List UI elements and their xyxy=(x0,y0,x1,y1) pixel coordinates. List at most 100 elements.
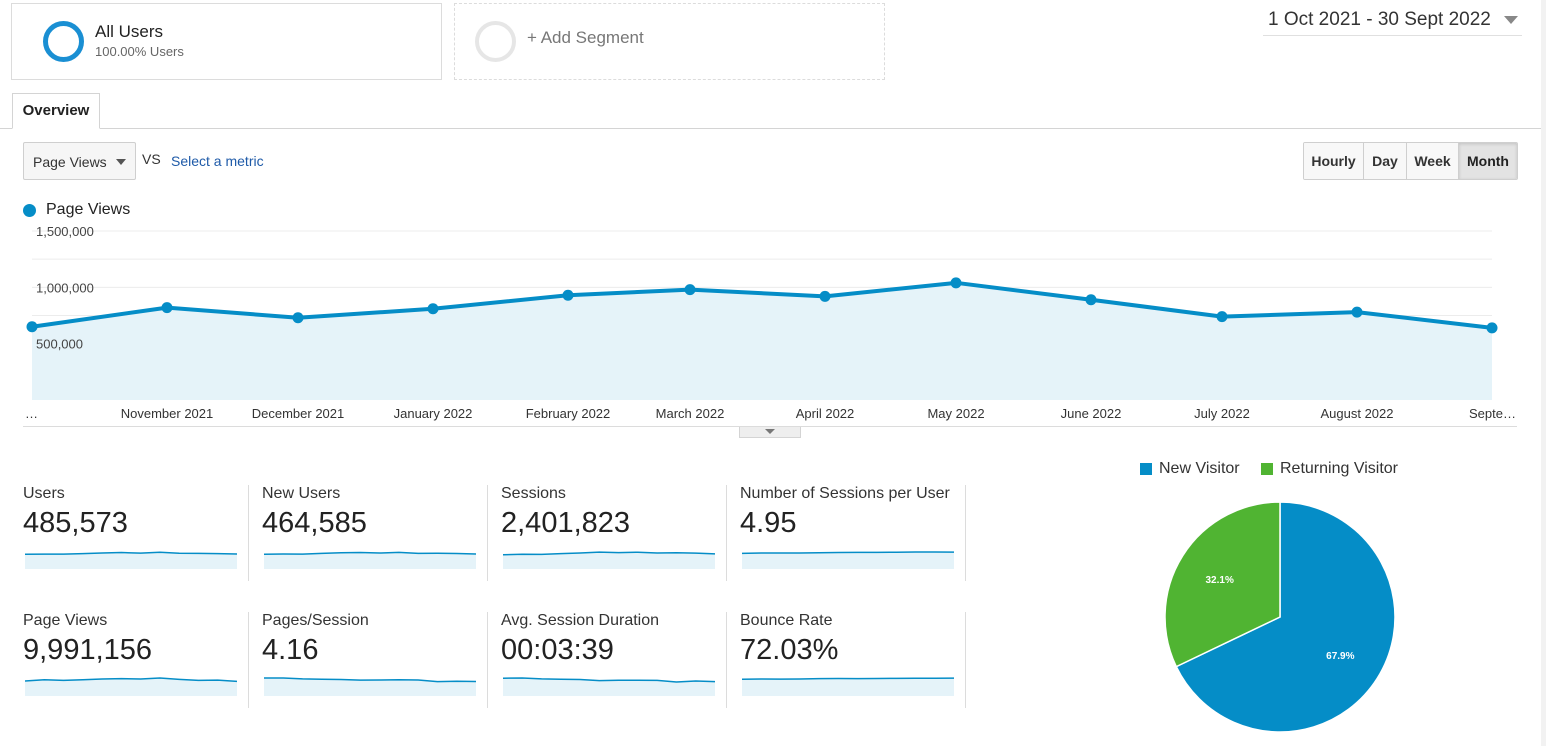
metric-tile[interactable]: Sessions 2,401,823 xyxy=(501,485,726,581)
tile-divider xyxy=(487,485,488,581)
x-tick-label: January 2022 xyxy=(394,406,473,421)
sparkline-line xyxy=(742,677,954,680)
data-point[interactable] xyxy=(1486,322,1498,334)
data-point[interactable] xyxy=(684,284,696,296)
granularity-toggle: Hourly Day Week Month xyxy=(1303,142,1518,180)
pie-legend-label: New Visitor xyxy=(1159,460,1240,477)
x-tick-label: April 2022 xyxy=(796,406,855,421)
data-point[interactable] xyxy=(1216,311,1228,323)
scrollbar-track[interactable] xyxy=(1541,0,1546,746)
x-tick-label: May 2022 xyxy=(927,406,984,421)
segment-placeholder-ring-icon xyxy=(475,21,516,62)
metric-tile[interactable]: Avg. Session Duration 00:03:39 xyxy=(501,612,726,708)
sparkline-area xyxy=(503,552,715,569)
data-point[interactable] xyxy=(427,303,439,315)
pie-legend-new-visitor[interactable]: New Visitor xyxy=(1140,460,1240,477)
sparkline-line xyxy=(742,551,954,555)
sparkline-line xyxy=(25,551,237,556)
sparkline xyxy=(264,677,476,696)
legend-page-views-label: Page Views xyxy=(46,201,131,218)
sparkline xyxy=(25,551,237,569)
sparkline xyxy=(742,677,954,696)
data-point[interactable] xyxy=(562,289,574,301)
y-tick-label: 1,500,000 xyxy=(36,225,94,239)
metric-dropdown-value: Page Views xyxy=(33,154,107,170)
sparkline-area xyxy=(264,552,476,569)
metric-label: New Users xyxy=(262,485,341,502)
metric-value: 4.16 xyxy=(262,634,319,666)
metric-label: Avg. Session Duration xyxy=(501,612,660,629)
returning-visitor-swatch xyxy=(1261,463,1273,475)
tile-divider xyxy=(965,485,966,581)
metric-tile[interactable]: Users 485,573 xyxy=(23,485,248,581)
metric-label: Page Views xyxy=(23,612,108,629)
sparkline xyxy=(503,551,715,569)
chart-divider xyxy=(23,426,1517,427)
y-tick-label: 500,000 xyxy=(36,337,83,352)
data-point[interactable] xyxy=(950,277,962,289)
metric-value: 00:03:39 xyxy=(501,634,614,666)
metric-dropdown[interactable]: Page Views xyxy=(23,142,136,180)
metric-value: 72.03% xyxy=(740,634,839,666)
x-tick-label: Septe… xyxy=(1469,406,1516,421)
tile-divider xyxy=(726,612,727,708)
y-tick-label: 1,000,000 xyxy=(36,280,94,295)
chevron-down-icon xyxy=(1504,16,1518,24)
metric-label: Pages/Session xyxy=(262,612,369,629)
sparkline-area xyxy=(25,678,237,696)
x-tick-label: November 2021 xyxy=(121,406,214,421)
tile-divider xyxy=(726,485,727,581)
sparkline-line xyxy=(25,677,237,683)
vs-label: VS xyxy=(142,151,161,167)
date-range-picker[interactable]: 1 Oct 2021 - 30 Sept 2022 xyxy=(1263,6,1522,36)
x-tick-label: December 2021 xyxy=(252,406,345,421)
x-tick-label: June 2022 xyxy=(1061,406,1122,421)
metric-tile[interactable]: Page Views 9,991,156 xyxy=(23,612,248,708)
pie-slice-returning-visitor[interactable] xyxy=(1164,501,1281,668)
segment-all-users-card[interactable]: All Users 100.00% Users xyxy=(11,3,442,80)
tile-divider xyxy=(965,612,966,708)
segment-subtitle: 100.00% Users xyxy=(95,44,184,59)
data-point[interactable] xyxy=(819,290,831,302)
granularity-week-button[interactable]: Week xyxy=(1407,143,1459,179)
chart-collapse-handle[interactable] xyxy=(739,427,801,438)
date-range-label: 1 Oct 2021 - 30 Sept 2022 xyxy=(1268,9,1491,30)
x-tick-label: March 2022 xyxy=(656,406,725,421)
tab-overview[interactable]: Overview xyxy=(12,93,100,129)
metric-tile[interactable]: Number of Sessions per User 4.95 xyxy=(740,485,965,581)
series-area xyxy=(32,282,1492,400)
granularity-month-button[interactable]: Month xyxy=(1459,143,1517,179)
x-tick-label: February 2022 xyxy=(526,406,611,421)
visitor-pie-chart[interactable]: 67.9% 32.1% xyxy=(1160,497,1400,737)
data-point[interactable] xyxy=(161,302,173,314)
sparkline-area xyxy=(25,552,237,569)
metric-label: Bounce Rate xyxy=(740,612,833,629)
sparkline-area xyxy=(742,678,954,696)
metric-tile[interactable]: New Users 464,585 xyxy=(262,485,487,581)
segment-title: All Users xyxy=(95,22,164,41)
sparkline-area xyxy=(503,678,715,696)
new-visitor-swatch xyxy=(1140,463,1152,475)
page-views-line-chart[interactable]: 1,500,000 1,000,000 500,000 … November 2021 D… xyxy=(0,225,1520,425)
pie-slice-new-visitor[interactable] xyxy=(1175,501,1396,733)
add-segment-card[interactable]: + Add Segment xyxy=(454,3,885,80)
data-point[interactable] xyxy=(1085,294,1097,306)
granularity-day-button[interactable]: Day xyxy=(1364,143,1407,179)
pie-legend-returning-visitor[interactable]: Returning Visitor xyxy=(1261,460,1398,477)
data-point[interactable] xyxy=(26,321,38,333)
metric-label: Users xyxy=(23,485,65,502)
granularity-hourly-button[interactable]: Hourly xyxy=(1304,143,1364,179)
tab-bar-divider xyxy=(0,128,1541,129)
sparkline-line xyxy=(503,677,715,683)
metric-value: 2,401,823 xyxy=(501,507,631,539)
select-metric-link[interactable]: Select a metric xyxy=(171,153,264,169)
data-point[interactable] xyxy=(292,312,304,324)
tile-divider xyxy=(487,612,488,708)
x-tick-label: … xyxy=(25,406,38,421)
metric-tile[interactable]: Bounce Rate 72.03% xyxy=(740,612,965,708)
sparkline-line xyxy=(264,677,476,683)
data-point[interactable] xyxy=(1351,306,1363,318)
metric-tile[interactable]: Pages/Session 4.16 xyxy=(262,612,487,708)
sparkline xyxy=(742,551,954,569)
pie-legend-label: Returning Visitor xyxy=(1280,460,1398,477)
